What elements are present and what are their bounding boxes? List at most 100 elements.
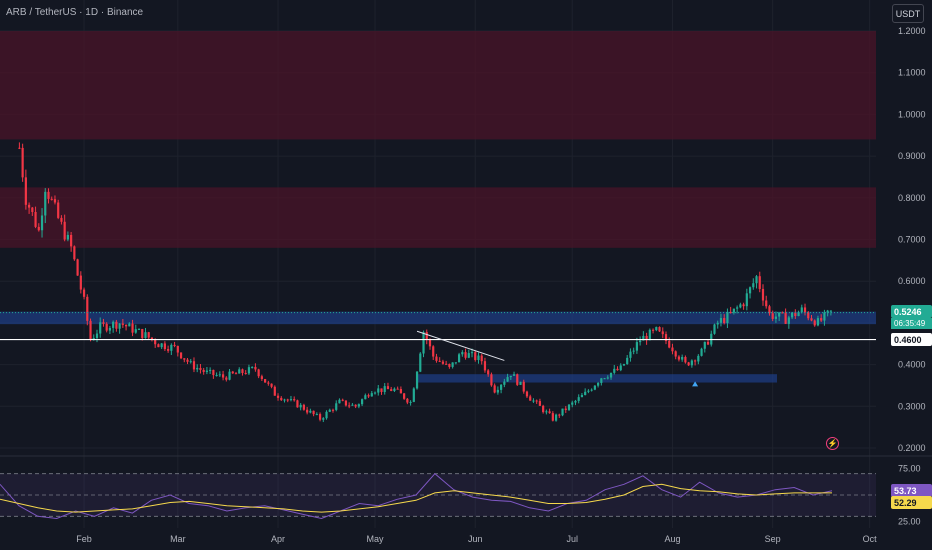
month-tick-label: Jul bbox=[566, 534, 578, 544]
candle-down bbox=[27, 204, 31, 208]
candle-up bbox=[826, 310, 829, 313]
currency-button[interactable]: USDT bbox=[892, 4, 924, 23]
arrow-marker bbox=[692, 381, 699, 387]
candle-up bbox=[648, 329, 651, 341]
candle-up bbox=[196, 367, 199, 370]
candle-down bbox=[813, 320, 816, 326]
candle-up bbox=[778, 312, 781, 317]
candle-down bbox=[53, 199, 57, 203]
candle-up bbox=[797, 312, 800, 317]
candle-down bbox=[810, 318, 813, 321]
candle-up bbox=[299, 404, 302, 408]
candle-down bbox=[121, 323, 124, 325]
candle-up bbox=[823, 312, 826, 321]
candle-down bbox=[399, 388, 402, 394]
candle-down bbox=[24, 177, 27, 205]
candle-down bbox=[344, 400, 348, 406]
candle-up bbox=[519, 381, 522, 385]
candle-up bbox=[619, 365, 622, 371]
candle-down bbox=[464, 352, 467, 358]
candle-down bbox=[406, 398, 409, 403]
candle-down bbox=[435, 356, 438, 361]
candle-up bbox=[609, 372, 613, 378]
candle-down bbox=[192, 361, 196, 370]
candle-down bbox=[221, 374, 225, 378]
candle-up bbox=[170, 344, 173, 351]
candle-up bbox=[800, 307, 803, 313]
candle-down bbox=[47, 191, 50, 199]
candle-down bbox=[687, 362, 690, 366]
candle-up bbox=[467, 353, 470, 358]
candle-up bbox=[309, 410, 312, 413]
resistance-zone bbox=[0, 187, 876, 248]
candle-down bbox=[76, 259, 79, 276]
lightning-icon[interactable]: ⚡ bbox=[826, 437, 839, 450]
candle-up bbox=[600, 378, 603, 383]
candle-up bbox=[364, 395, 367, 400]
candle-down bbox=[234, 373, 238, 375]
candle-up bbox=[613, 368, 616, 373]
candle-up bbox=[461, 352, 464, 355]
candle-up bbox=[351, 404, 354, 406]
rsi-ma-line bbox=[0, 483, 832, 513]
candle-down bbox=[267, 382, 270, 384]
candle-up bbox=[545, 411, 548, 413]
candle-up bbox=[419, 353, 422, 372]
candle-down bbox=[761, 288, 765, 301]
price-tick-label: 0.8000 bbox=[898, 193, 926, 203]
candle-up bbox=[584, 391, 587, 396]
price-tick-label: 0.3000 bbox=[898, 401, 926, 411]
candle-up bbox=[451, 362, 454, 367]
candle-down bbox=[564, 408, 567, 410]
candle-down bbox=[124, 324, 128, 327]
rsi-line bbox=[0, 473, 833, 520]
candle-down bbox=[225, 377, 228, 380]
month-tick-label: May bbox=[367, 534, 385, 544]
candle-down bbox=[341, 399, 344, 401]
month-tick-label: Jun bbox=[468, 534, 483, 544]
candle-up bbox=[716, 322, 719, 325]
candle-up bbox=[218, 374, 221, 376]
candle-up bbox=[500, 384, 503, 390]
candle-down bbox=[729, 312, 732, 314]
candle-down bbox=[141, 328, 144, 338]
candle-down bbox=[63, 221, 66, 240]
candle-down bbox=[428, 339, 432, 347]
candle-down bbox=[432, 346, 435, 357]
candle-down bbox=[693, 360, 697, 362]
candle-down bbox=[781, 312, 784, 314]
candle-down bbox=[37, 226, 40, 231]
candle-down bbox=[348, 405, 351, 407]
candle-down bbox=[674, 351, 677, 357]
candle-up bbox=[373, 392, 377, 394]
candle-up bbox=[457, 354, 461, 363]
candle-down bbox=[183, 358, 186, 360]
candle-up bbox=[238, 369, 241, 374]
candle-up bbox=[752, 283, 755, 288]
candle-down bbox=[794, 312, 797, 317]
candle-up bbox=[506, 377, 509, 382]
price-tick-label: 1.1000 bbox=[898, 68, 926, 78]
candle-down bbox=[60, 217, 63, 222]
candle-up bbox=[108, 327, 112, 331]
candle-up bbox=[554, 414, 558, 421]
candle-down bbox=[150, 337, 154, 340]
candle-down bbox=[390, 389, 393, 391]
candle-up bbox=[289, 399, 293, 401]
candle-down bbox=[658, 327, 661, 332]
candle-down bbox=[558, 414, 561, 416]
candle-up bbox=[144, 332, 147, 338]
candle-up bbox=[829, 310, 832, 312]
price-tick-label: 0.2000 bbox=[898, 443, 926, 453]
candle-down bbox=[396, 388, 399, 390]
candle-up bbox=[360, 399, 364, 405]
candle-down bbox=[645, 335, 648, 341]
candle-down bbox=[257, 369, 260, 377]
candle-down bbox=[167, 349, 170, 351]
candle-up bbox=[577, 397, 580, 401]
candle-down bbox=[671, 347, 674, 352]
candle-down bbox=[516, 374, 519, 385]
price-tick-label: 0.4000 bbox=[898, 360, 926, 370]
candle-up bbox=[137, 328, 141, 330]
